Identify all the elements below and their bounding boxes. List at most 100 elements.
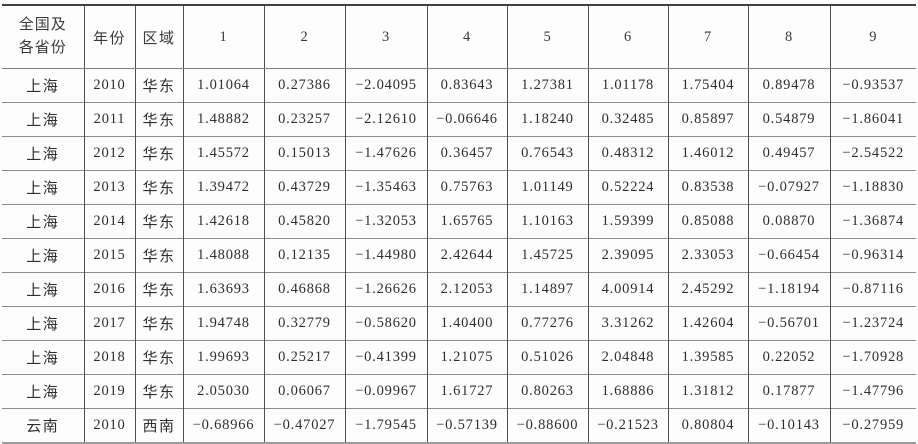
cell-value: −1.26626	[344, 272, 427, 307]
cell-value: −2.12610	[344, 102, 427, 137]
cell-region: 华东	[134, 204, 183, 239]
cell-value: −0.07927	[747, 170, 830, 205]
cell-region: 华东	[134, 68, 183, 103]
cell-value: 0.12135	[263, 238, 345, 273]
cell-value: 1.99693	[182, 340, 264, 375]
cell-value: −0.21523	[587, 408, 668, 443]
cell-year: 2010	[83, 408, 135, 443]
cell-value: 1.68886	[587, 374, 668, 409]
cell-region: 华东	[134, 272, 183, 307]
cell-value: 1.39472	[182, 170, 264, 205]
cell-value: 0.06067	[263, 374, 345, 409]
cell-value: 1.63693	[182, 272, 264, 307]
cell-value: 0.54879	[747, 102, 830, 137]
cell-value: −0.68966	[182, 408, 264, 443]
cell-value: 4.00914	[587, 272, 668, 307]
cell-value: 0.08870	[747, 204, 830, 239]
header-cell-col2: 2	[263, 5, 345, 69]
header-cell-col8: 8	[747, 5, 830, 69]
cell-value: 3.31262	[587, 306, 668, 341]
cell-year: 2015	[83, 238, 135, 273]
data-table: 全国及 各省份 年份 区域 1 2 3 4 5 6 7 8 9 上海 2010 华东…	[2, 4, 916, 444]
cell-province: 上海	[2, 306, 84, 341]
cell-year: 2013	[83, 170, 135, 205]
cell-year: 2017	[83, 306, 135, 341]
cell-province: 上海	[2, 272, 84, 307]
cell-value: −1.44980	[344, 238, 427, 273]
cell-value: 0.85088	[667, 204, 748, 239]
header-cell-province: 全国及 各省份	[2, 5, 84, 69]
cell-value: −1.18194	[747, 272, 830, 307]
cell-value: 1.01178	[587, 68, 668, 103]
cell-value: 1.42604	[667, 306, 748, 341]
cell-value: 1.42618	[182, 204, 264, 239]
cell-value: −1.18830	[829, 170, 916, 205]
cell-year: 2010	[83, 68, 135, 103]
table-row: 上海 2015 华东 1.48088 0.12135 −1.44980 2.42644 1.4…	[2, 238, 916, 273]
cell-value: −0.27959	[829, 408, 916, 443]
table-header: 全国及 各省份 年份 区域 1 2 3 4 5 6 7 8 9	[2, 5, 916, 69]
table-row: 上海 2013 华东 1.39472 0.43729 −1.35463 0.75763 1.0…	[2, 170, 916, 205]
cell-year: 2011	[83, 102, 135, 137]
cell-value: 0.45820	[263, 204, 345, 239]
header-cell-col6: 6	[587, 5, 668, 69]
cell-value: 0.83538	[667, 170, 748, 205]
cell-value: 1.48088	[182, 238, 264, 273]
cell-value: 0.76543	[506, 136, 588, 171]
cell-value: 1.21075	[426, 340, 507, 375]
header-cell-col3: 3	[344, 5, 427, 69]
cell-value: −0.93537	[829, 68, 916, 103]
cell-value: 2.33053	[667, 238, 748, 273]
cell-value: −0.96314	[829, 238, 916, 273]
cell-value: 0.25217	[263, 340, 345, 375]
cell-region: 华东	[134, 102, 183, 137]
header-cell-year: 年份	[83, 5, 135, 69]
header-province-line1: 全国及	[18, 16, 67, 33]
cell-value: 0.17877	[747, 374, 830, 409]
cell-value: −1.86041	[829, 102, 916, 137]
cell-province: 上海	[2, 204, 84, 239]
table-body: 上海 2010 华东 1.01064 0.27386 −2.04095 0.83643 1.2…	[2, 68, 916, 443]
cell-value: 0.23257	[263, 102, 345, 137]
cell-region: 华东	[134, 238, 183, 273]
cell-value: −0.58620	[344, 306, 427, 341]
cell-region: 华东	[134, 340, 183, 375]
cell-province: 云南	[2, 408, 84, 443]
cell-value: 1.94748	[182, 306, 264, 341]
cell-value: 0.75763	[426, 170, 507, 205]
cell-value: −1.79545	[344, 408, 427, 443]
cell-value: −1.47626	[344, 136, 427, 171]
cell-province: 上海	[2, 170, 84, 205]
cell-value: 1.45572	[182, 136, 264, 171]
cell-value: 1.39585	[667, 340, 748, 375]
cell-province: 上海	[2, 136, 84, 171]
cell-value: 1.27381	[506, 68, 588, 103]
cell-value: 0.49457	[747, 136, 830, 171]
cell-value: −0.88600	[506, 408, 588, 443]
cell-value: −1.36874	[829, 204, 916, 239]
cell-value: 0.32779	[263, 306, 345, 341]
cell-value: 1.65765	[426, 204, 507, 239]
cell-value: 1.61727	[426, 374, 507, 409]
cell-value: 0.48312	[587, 136, 668, 171]
table-row: 上海 2018 华东 1.99693 0.25217 −0.41399 1.21075 0.5…	[2, 340, 916, 375]
cell-value: 0.52224	[587, 170, 668, 205]
cell-value: −1.32053	[344, 204, 427, 239]
cell-value: −1.47796	[829, 374, 916, 409]
cell-year: 2018	[83, 340, 135, 375]
table-row: 上海 2017 华东 1.94748 0.32779 −0.58620 1.40400 0.7…	[2, 306, 916, 341]
cell-value: 1.14897	[506, 272, 588, 307]
table-row: 上海 2011 华东 1.48882 0.23257 −2.12610 −0.06646 1.…	[2, 102, 916, 137]
table-row: 上海 2010 华东 1.01064 0.27386 −2.04095 0.83643 1.2…	[2, 68, 916, 103]
header-province-line2: 各省份	[18, 40, 67, 56]
cell-value: 1.48882	[182, 102, 264, 137]
cell-value: 0.36457	[426, 136, 507, 171]
cell-value: −0.87116	[829, 272, 916, 307]
cell-value: 1.01064	[182, 68, 264, 103]
header-cell-col9: 9	[829, 5, 916, 69]
cell-value: −2.54522	[829, 136, 916, 171]
cell-region: 华东	[134, 374, 183, 409]
cell-value: 0.43729	[263, 170, 345, 205]
cell-value: −0.56701	[747, 306, 830, 341]
table-row: 上海 2016 华东 1.63693 0.46868 −1.26626 2.12053 1.1…	[2, 272, 916, 307]
